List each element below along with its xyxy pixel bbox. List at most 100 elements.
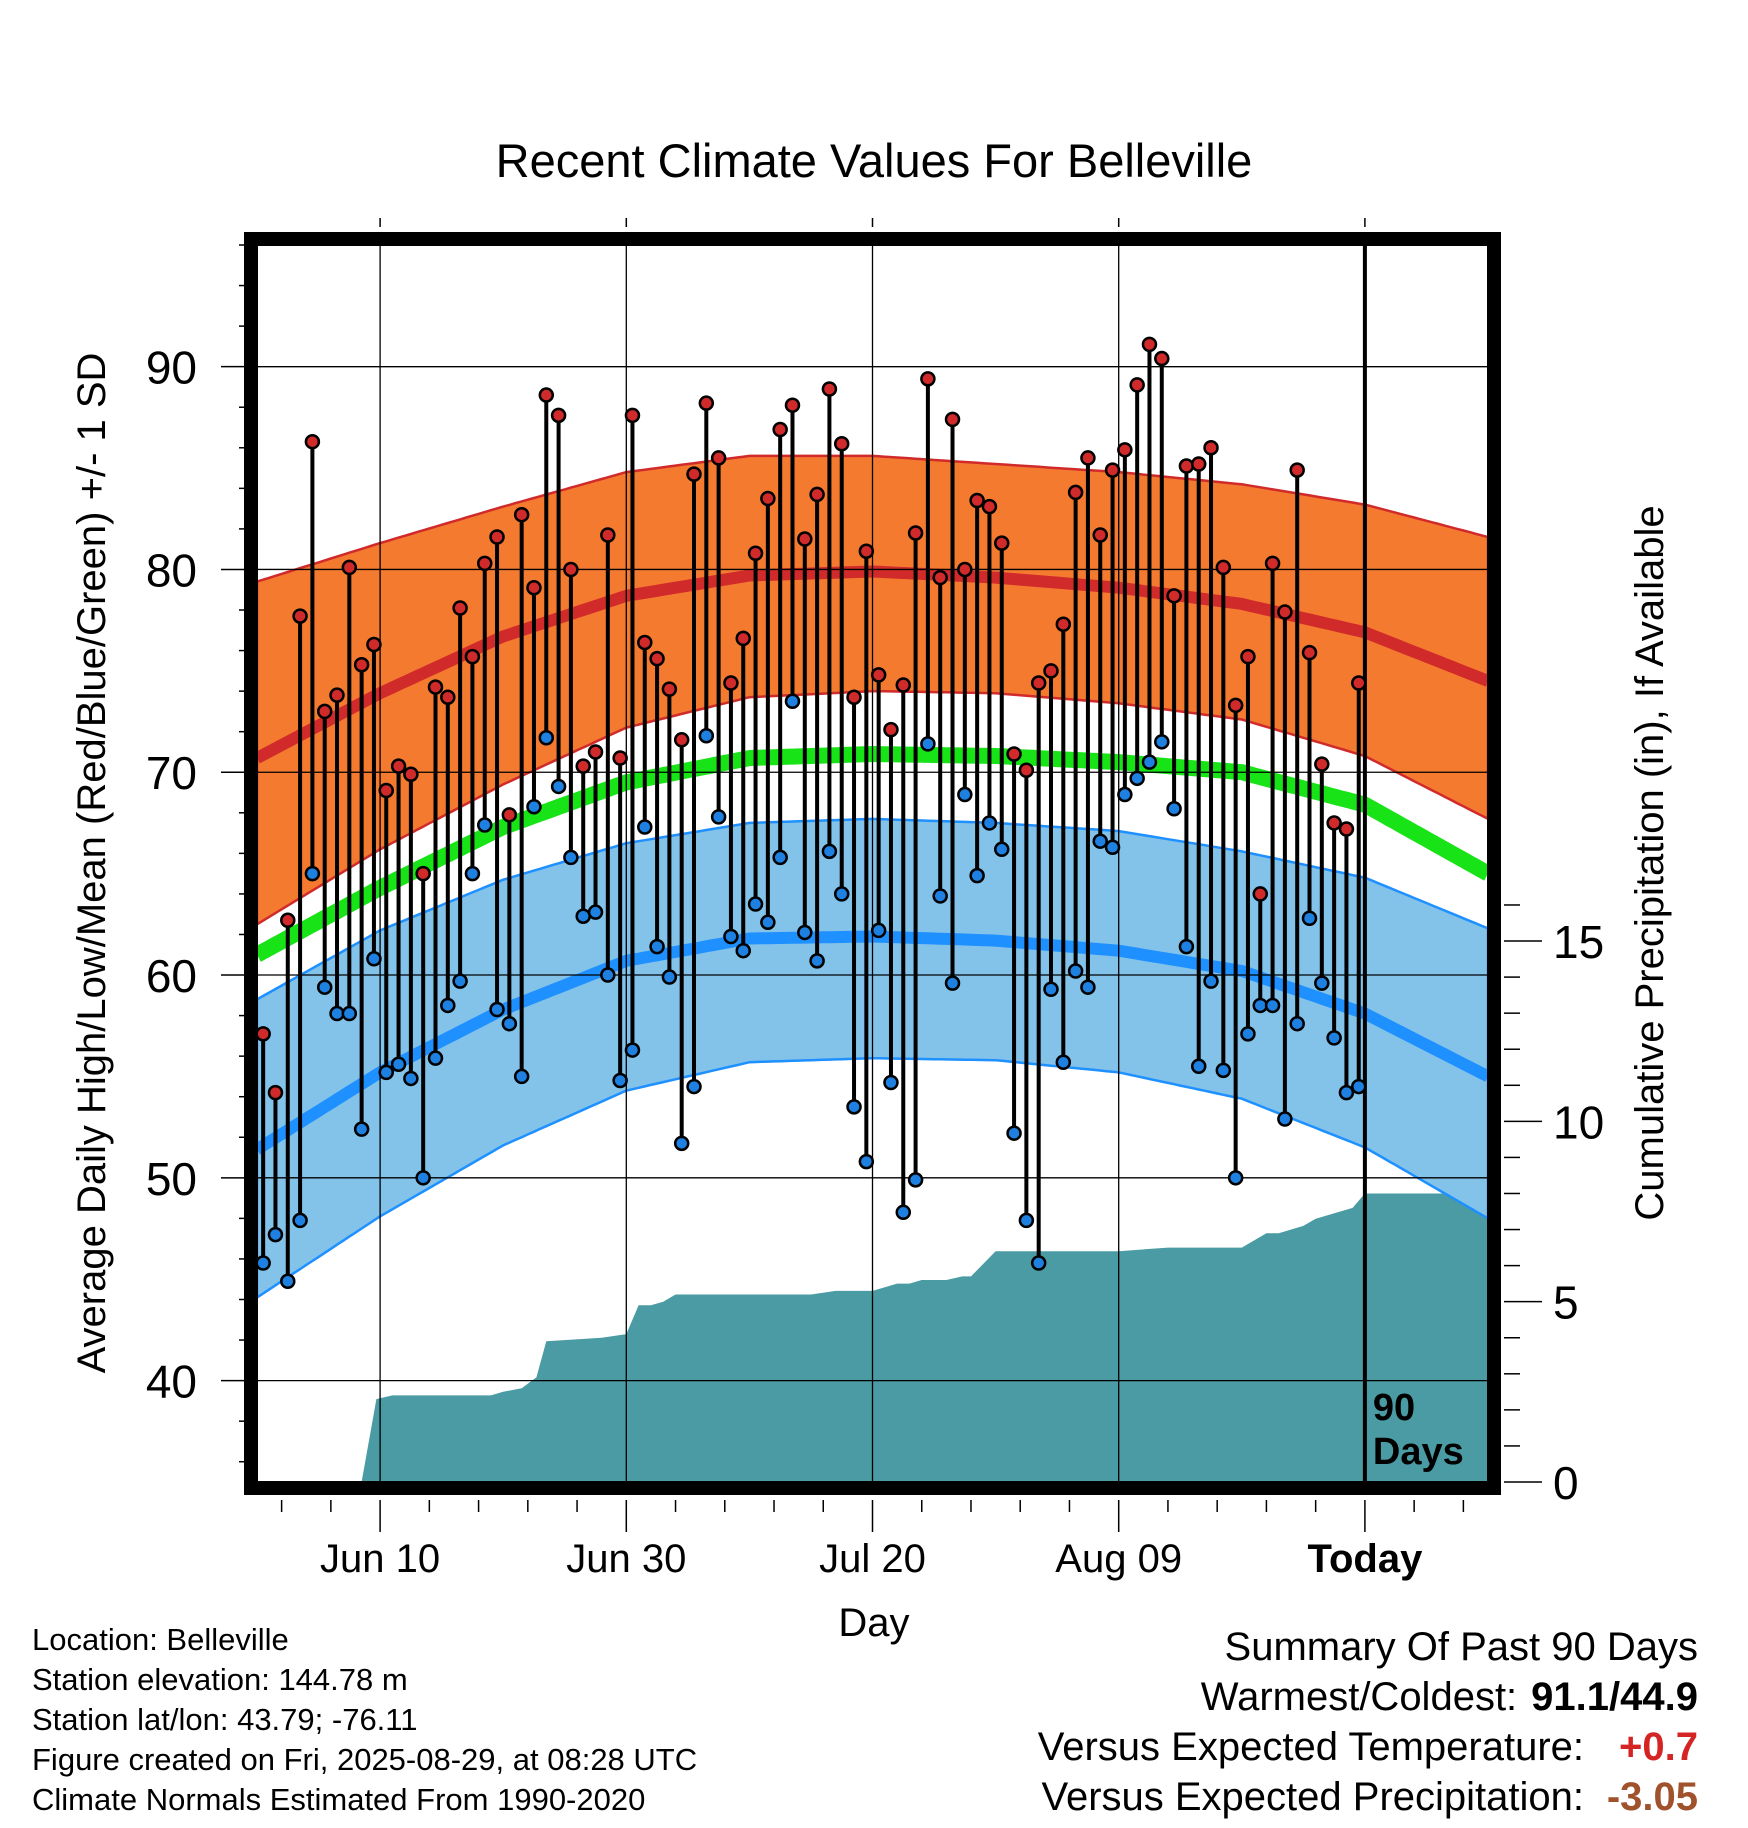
- low-marker: [673, 1135, 690, 1152]
- high-marker: [1104, 462, 1121, 478]
- high-marker: [316, 703, 333, 720]
- elevation-text: Station elevation: 144.78 m: [32, 1662, 408, 1697]
- low-marker: [1043, 981, 1059, 997]
- today-label: 90: [1373, 1387, 1415, 1429]
- low-marker: [907, 1172, 924, 1188]
- high-marker: [427, 679, 444, 695]
- low-marker: [1166, 800, 1182, 817]
- low-marker: [920, 736, 936, 752]
- high-marker: [1018, 762, 1035, 778]
- high-marker: [353, 657, 370, 673]
- low-marker: [858, 1153, 875, 1170]
- summary-warm-cold: Warmest/Coldest: 91.1/44.9: [1038, 1672, 1698, 1722]
- low-marker: [1178, 938, 1195, 955]
- summary-heading: Summary Of Past 90 Days: [1224, 1625, 1698, 1669]
- high-marker: [538, 387, 555, 403]
- high-marker: [1166, 588, 1182, 604]
- x-tick-label: Today: [1307, 1537, 1423, 1581]
- high-marker: [698, 395, 715, 411]
- low-marker: [600, 967, 616, 983]
- y-tick-label: 80: [146, 544, 197, 596]
- high-marker: [329, 687, 345, 703]
- high-marker: [649, 650, 665, 667]
- high-marker: [292, 608, 308, 624]
- low-marker: [1314, 975, 1330, 991]
- low-marker: [257, 1255, 271, 1271]
- high-marker: [1252, 886, 1269, 902]
- low-marker: [1326, 1030, 1342, 1046]
- low-marker: [735, 942, 751, 959]
- y-axis-title: Average Daily High/Low/Mean (Red/Blue/Gr…: [70, 353, 114, 1374]
- high-marker: [1338, 821, 1355, 837]
- low-marker: [760, 914, 776, 931]
- high-marker: [846, 689, 862, 705]
- high-marker: [513, 506, 530, 523]
- high-marker: [1227, 697, 1244, 714]
- low-marker: [1030, 1255, 1047, 1271]
- high-marker: [932, 569, 948, 586]
- low-marker: [292, 1212, 308, 1229]
- low-marker: [1350, 1078, 1367, 1095]
- summary-panel: Summary Of Past 90 Days Warmest/Coldest:…: [1038, 1622, 1698, 1822]
- low-marker: [797, 924, 813, 941]
- low-marker: [846, 1099, 862, 1115]
- today-label: Days: [1373, 1431, 1464, 1473]
- low-marker: [1215, 1062, 1232, 1079]
- low-marker: [476, 817, 493, 833]
- low-marker: [1338, 1084, 1355, 1101]
- high-marker: [809, 486, 825, 503]
- high-marker: [1277, 604, 1293, 620]
- high-marker: [1055, 616, 1072, 632]
- chart-title: Recent Climate Values For Belleville: [495, 134, 1253, 187]
- low-marker: [1129, 770, 1145, 787]
- high-marker: [797, 531, 813, 547]
- low-marker: [1277, 1111, 1293, 1127]
- high-marker: [1314, 756, 1330, 772]
- high-marker: [1289, 462, 1305, 478]
- temp-value: +0.7: [1619, 1725, 1698, 1769]
- low-marker: [994, 841, 1010, 858]
- low-marker: [723, 928, 739, 945]
- high-marker: [895, 677, 912, 693]
- high-marker: [476, 555, 493, 572]
- high-marker: [304, 433, 321, 450]
- warm-cold-value: 91.1/44.9: [1531, 1675, 1698, 1719]
- high-marker: [723, 675, 739, 691]
- low-marker: [1018, 1212, 1035, 1229]
- low-marker: [661, 969, 678, 985]
- high-marker: [661, 681, 678, 697]
- low-marker: [464, 865, 481, 882]
- high-marker: [1043, 663, 1059, 679]
- high-marker: [772, 421, 788, 438]
- y-tick-label: 60: [146, 950, 197, 1002]
- low-marker: [280, 1273, 296, 1289]
- high-marker: [1030, 675, 1047, 691]
- low-marker: [489, 1001, 505, 1018]
- x-tick-label: Aug 09: [1055, 1537, 1182, 1581]
- y-tick-label: 40: [146, 1356, 197, 1408]
- high-marker: [280, 912, 296, 929]
- low-marker: [1264, 997, 1281, 1014]
- high-marker: [686, 466, 702, 482]
- low-marker: [390, 1056, 407, 1073]
- created-text: Figure created on Fri, 2025-08-29, at 08…: [32, 1742, 698, 1777]
- high-marker: [624, 407, 641, 424]
- y2-tick-label: 0: [1553, 1457, 1579, 1509]
- low-marker: [698, 727, 715, 744]
- high-marker: [1117, 442, 1133, 458]
- high-marker: [1301, 644, 1318, 661]
- high-marker: [673, 732, 690, 748]
- high-marker: [550, 407, 567, 424]
- high-marker: [403, 766, 419, 783]
- high-marker: [1326, 815, 1342, 831]
- high-marker: [501, 807, 518, 823]
- high-marker: [341, 559, 358, 576]
- high-marker: [1080, 450, 1096, 466]
- low-marker: [501, 1015, 518, 1032]
- low-marker: [513, 1068, 530, 1085]
- low-marker: [969, 867, 985, 884]
- y-tick-label: 70: [146, 747, 197, 799]
- low-marker: [427, 1050, 444, 1066]
- high-marker: [267, 1084, 284, 1101]
